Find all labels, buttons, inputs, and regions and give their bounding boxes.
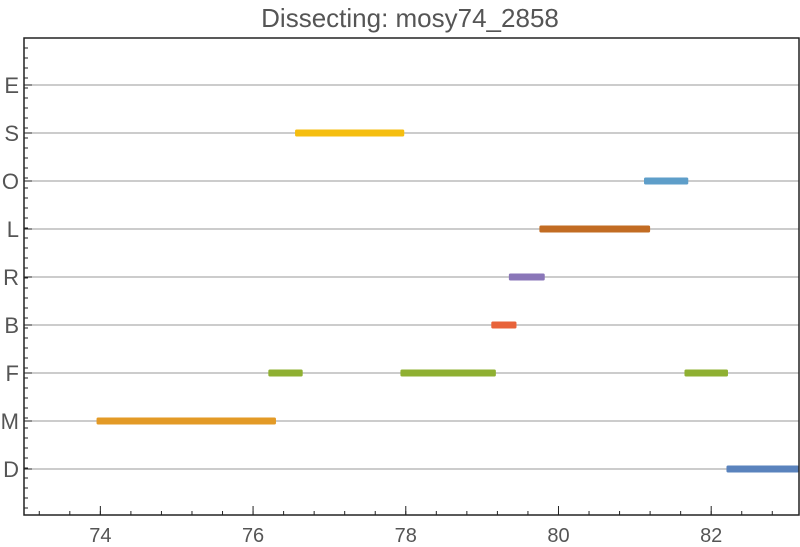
x-label-78: 78: [395, 525, 417, 547]
segment-o-1: [644, 177, 689, 185]
x-label-80: 80: [547, 525, 569, 547]
segment-f-7: [684, 369, 728, 377]
y-label-s: S: [4, 121, 19, 146]
y-label-m: M: [1, 409, 19, 434]
grid-lines: [24, 84, 799, 470]
y-label-o: O: [2, 169, 19, 194]
segment-l-2: [539, 225, 651, 233]
segment-b-4: [491, 321, 517, 329]
segments: [96, 129, 799, 473]
segment-f-6: [400, 369, 496, 377]
x-label-74: 74: [89, 525, 111, 547]
segment-f-5: [268, 369, 303, 377]
axis-ticks: [24, 47, 773, 515]
x-axis-labels: 74 76 78 80 82: [89, 525, 722, 547]
y-label-e: E: [4, 73, 19, 98]
segment-r-3: [508, 273, 545, 281]
segment-m-8: [96, 417, 276, 425]
y-label-b: B: [4, 313, 19, 338]
x-label-76: 76: [242, 525, 264, 547]
segment-s-0: [295, 129, 405, 137]
x-label-82: 82: [700, 525, 722, 547]
y-label-d: D: [3, 457, 19, 482]
y-label-r: R: [3, 265, 19, 290]
y-label-f: F: [6, 361, 19, 386]
y-label-l: L: [7, 217, 19, 242]
chart-title: Dissecting: mosy74_2858: [261, 3, 559, 33]
segment-d-9: [726, 465, 799, 473]
